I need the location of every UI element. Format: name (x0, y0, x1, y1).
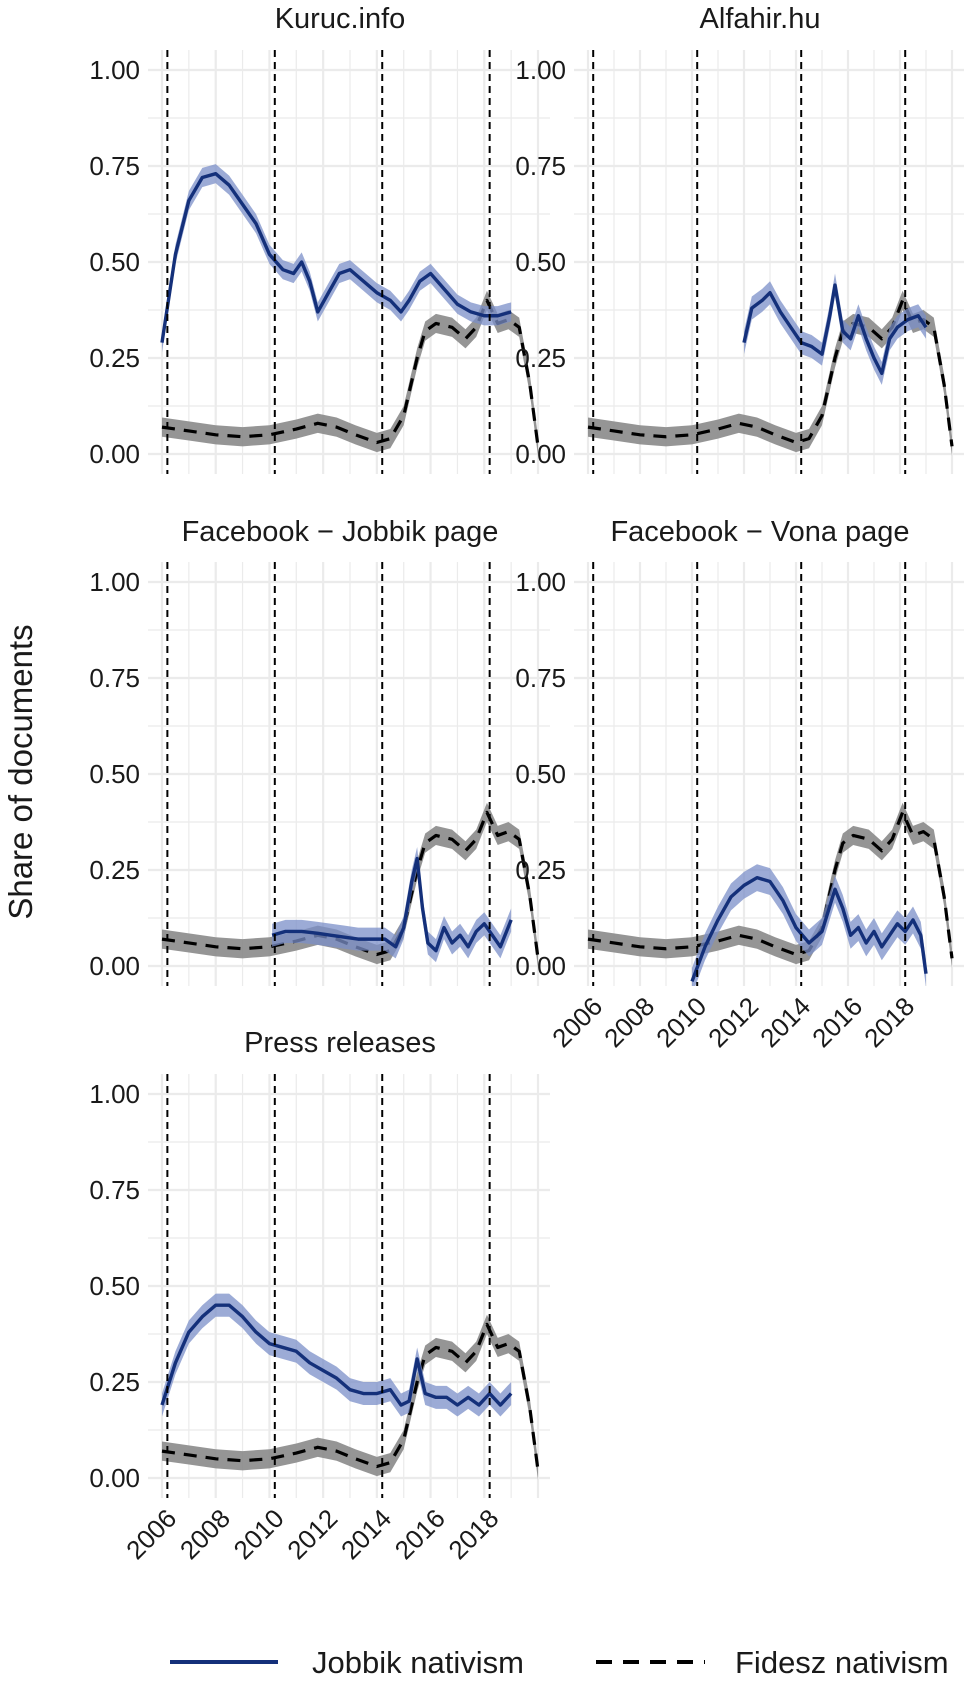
y-tick-label: 0.75 (89, 1175, 140, 1205)
x-tick-label: 2016 (389, 1503, 451, 1565)
panel-3: 0.00 0.25 0.50 0.75 1.00 Facebook − Jobbik pa… (89, 516, 550, 986)
series-group (160, 1293, 540, 1480)
y-axis-label: Share of documents (2, 624, 39, 919)
x-tick-label: 2008 (598, 991, 660, 1053)
y-tick-label: 0.75 (89, 663, 140, 693)
fidesz-nativism-line (587, 810, 954, 959)
x-tick-label: 2012 (702, 991, 764, 1053)
jobbik-confidence-band (692, 864, 926, 986)
jobbik-nativism-line (160, 1303, 513, 1407)
jobbik-nativism-line (271, 856, 513, 953)
panel-title: Alfahir.hu (700, 3, 821, 35)
series-group (161, 802, 540, 968)
x-tick-label: 2018 (442, 1503, 504, 1565)
y-tick-label: 0.75 (515, 151, 566, 181)
y-tick-label: 0.50 (89, 1271, 140, 1301)
y-tick-label: 0.50 (89, 247, 140, 277)
x-tick-label: 2016 (806, 991, 868, 1053)
y-tick-label: 0.25 (515, 343, 566, 373)
fidesz-nativism-line (587, 298, 954, 447)
x-tick-label: 2014 (754, 991, 816, 1053)
y-tick-label: 1.00 (89, 1079, 140, 1109)
y-tick-label: 0.00 (89, 1463, 140, 1493)
x-tick-label: 2006 (546, 991, 608, 1053)
y-tick-label: 0.25 (515, 855, 566, 885)
legend: Jobbik nativism Fidesz nativism (170, 1645, 949, 1680)
jobbik-nativism-line (160, 171, 512, 343)
panel-2: 0.00 0.25 0.50 0.75 1.00 Alfahir.hu (515, 3, 964, 474)
series-group (587, 273, 954, 456)
jobbik-nativism-line (690, 875, 928, 982)
fidesz-confidence-band (162, 290, 538, 456)
x-tick-label: 2008 (174, 1503, 236, 1565)
series-group (587, 802, 954, 986)
fidesz-confidence-band (588, 802, 952, 968)
panel-4: 0.00 0.25 0.50 0.75 1.00 Facebook − Vona page… (515, 516, 964, 1053)
legend-label-jobbik: Jobbik nativism (312, 1645, 524, 1680)
y-tick-label: 1.00 (515, 55, 566, 85)
y-tick-label: 0.50 (515, 247, 566, 277)
x-tick-label: 2018 (858, 991, 920, 1053)
y-tick-label: 0.00 (89, 951, 140, 981)
y-tick-label: 0.25 (89, 1367, 140, 1397)
jobbik-confidence-band (272, 846, 512, 963)
fidesz-confidence-band (162, 1314, 538, 1480)
fidesz-confidence-band (162, 802, 538, 968)
y-tick-label: 1.00 (89, 55, 140, 85)
x-tick-label: 2010 (650, 991, 712, 1053)
panel-1: 0.00 0.25 0.50 0.75 1.00 Kuruc.info (89, 3, 550, 474)
panel-title: Kuruc.info (275, 3, 406, 35)
y-tick-label: 0.50 (89, 759, 140, 789)
panel-title: Facebook − Vona page (610, 516, 909, 548)
y-tick-label: 0.75 (89, 151, 140, 181)
y-tick-label: 0.00 (89, 439, 140, 469)
chart-panels: 0.000.250.500.751.00Kuruc.info0.000.250.… (89, 3, 964, 1565)
y-tick-label: 0.50 (515, 759, 566, 789)
y-tick-label: 1.00 (89, 567, 140, 597)
x-tick-label: 2012 (281, 1503, 343, 1565)
y-tick-label: 1.00 (515, 567, 566, 597)
series-group (160, 164, 540, 456)
y-tick-label: 0.00 (515, 439, 566, 469)
y-tick-label: 0.25 (89, 343, 140, 373)
panel-title: Facebook − Jobbik page (182, 516, 499, 548)
jobbik-nativism-line (742, 283, 928, 376)
y-tick-label: 0.25 (89, 855, 140, 885)
legend-label-fidesz: Fidesz nativism (735, 1645, 949, 1680)
jobbik-confidence-band (744, 273, 926, 385)
panel-title: Press releases (244, 1027, 436, 1059)
y-tick-label: 0.00 (515, 951, 566, 981)
x-tick-label: 2006 (120, 1503, 182, 1565)
fidesz-nativism-line (161, 1322, 540, 1471)
x-tick-label: 2014 (335, 1503, 397, 1565)
y-tick-label: 0.75 (515, 663, 566, 693)
x-tick-label: 2010 (228, 1503, 290, 1565)
